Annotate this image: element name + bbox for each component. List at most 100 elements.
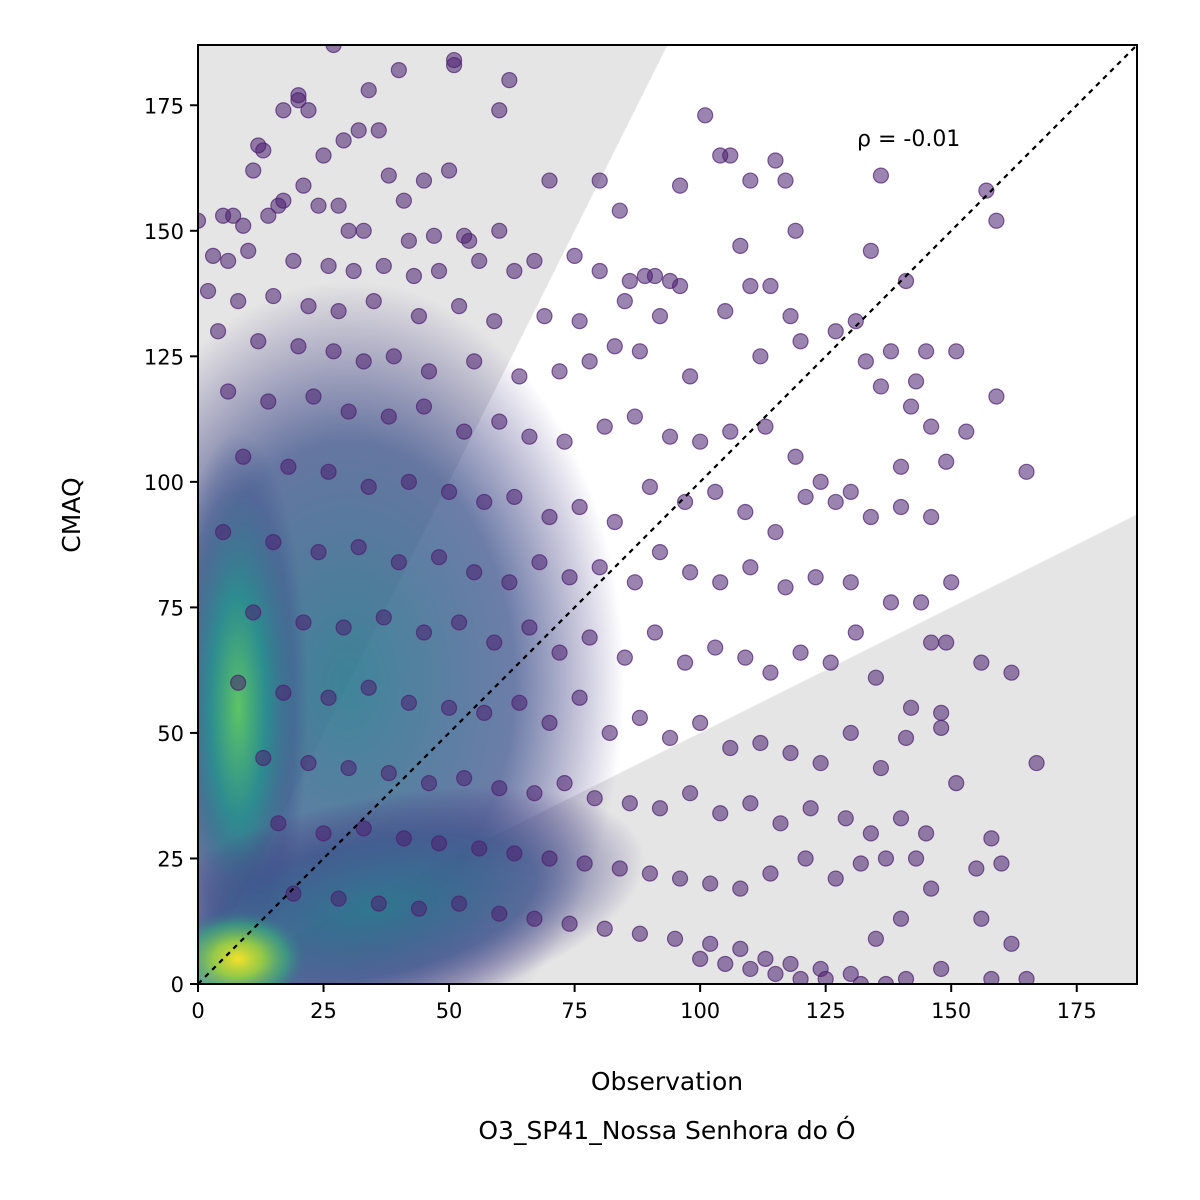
scatter-point bbox=[852, 975, 869, 984]
scatter-point bbox=[762, 664, 779, 681]
scatter-point bbox=[978, 182, 995, 199]
scatter-point bbox=[360, 478, 377, 495]
scatter-point bbox=[827, 493, 844, 511]
scatter-point bbox=[586, 790, 603, 807]
scatter-point bbox=[501, 72, 518, 89]
scatter-point bbox=[712, 805, 729, 822]
scatter-point bbox=[692, 950, 709, 967]
scatter-point bbox=[310, 197, 327, 214]
scatter-point bbox=[938, 453, 955, 470]
scatter-point bbox=[958, 423, 975, 440]
scatter-point bbox=[651, 800, 669, 817]
scatter-point bbox=[702, 875, 719, 892]
scatter-point bbox=[742, 277, 759, 295]
scatter-point bbox=[325, 45, 342, 54]
scatter-point bbox=[812, 473, 829, 490]
scatter-point bbox=[355, 353, 372, 370]
scatter-point bbox=[330, 197, 347, 214]
scatter-point bbox=[862, 825, 879, 842]
scatter-point bbox=[285, 252, 302, 270]
scatter-point bbox=[290, 92, 307, 109]
scatter-point bbox=[882, 343, 900, 360]
scatter-point bbox=[1003, 664, 1020, 681]
scatter-point bbox=[491, 780, 508, 797]
scatter-point bbox=[330, 890, 347, 907]
scatter-point bbox=[300, 298, 317, 315]
scatter-point bbox=[596, 418, 613, 435]
scatter-point bbox=[591, 262, 608, 280]
scatter-point bbox=[697, 107, 714, 124]
x-axis-ticks: 0 25 50 75 100 125 150 175 bbox=[191, 984, 1097, 1023]
scatter-point bbox=[476, 493, 493, 511]
scatter-point bbox=[340, 759, 357, 777]
scatter-point bbox=[260, 207, 277, 224]
scatter-point bbox=[601, 724, 618, 742]
scatter-point bbox=[290, 338, 307, 355]
scatter-point bbox=[616, 649, 633, 666]
scatter-point bbox=[270, 815, 287, 832]
scatter-point bbox=[375, 257, 392, 275]
scatter-point bbox=[466, 353, 483, 370]
scatter-point bbox=[812, 754, 829, 772]
scatter-point bbox=[983, 830, 1000, 847]
scatter-point bbox=[857, 353, 874, 370]
scatter-point bbox=[631, 925, 648, 942]
scatter-point bbox=[681, 785, 699, 802]
scatter-point bbox=[681, 564, 699, 581]
scatter-point bbox=[531, 554, 548, 571]
y-tick-label: 125 bbox=[144, 345, 184, 369]
scatter-point bbox=[842, 574, 859, 591]
scatter-point bbox=[350, 122, 367, 139]
scatter-point bbox=[275, 684, 292, 701]
scatter-point bbox=[722, 423, 739, 440]
scatter-point bbox=[847, 313, 864, 330]
scatter-point bbox=[506, 845, 523, 862]
scatter-point bbox=[456, 770, 473, 787]
scatter-point bbox=[541, 508, 558, 526]
scatter-point bbox=[551, 363, 568, 380]
scatter-point bbox=[310, 544, 327, 561]
x-tick-label: 150 bbox=[931, 999, 971, 1023]
scatter-point bbox=[651, 544, 669, 561]
scatter-point bbox=[737, 649, 754, 666]
scatter-point bbox=[631, 343, 648, 360]
x-tick-label: 50 bbox=[436, 999, 463, 1023]
scatter-point bbox=[757, 950, 774, 967]
scatter-point bbox=[315, 147, 332, 164]
scatter-point bbox=[461, 232, 478, 249]
density-core bbox=[198, 908, 309, 984]
scatter-point bbox=[626, 408, 643, 425]
scatter-point bbox=[767, 965, 784, 983]
scatter-point bbox=[842, 724, 859, 742]
scatter-point bbox=[400, 694, 417, 711]
scatter-point bbox=[385, 348, 402, 365]
scatter-point bbox=[556, 775, 573, 792]
plot-frame bbox=[197, 44, 1138, 985]
scatter-point bbox=[245, 604, 262, 621]
scatter-point bbox=[315, 825, 332, 842]
scatter-point bbox=[892, 458, 910, 475]
scatter-point bbox=[380, 765, 397, 782]
scatter-point bbox=[777, 172, 794, 189]
scatter-point bbox=[1028, 754, 1045, 772]
one-to-one-line bbox=[197, 44, 1138, 985]
scatter-point bbox=[983, 970, 1000, 984]
scatter-point bbox=[526, 910, 543, 927]
scatter-point bbox=[616, 292, 633, 310]
scatter-point bbox=[591, 559, 608, 576]
y-axis-label: CMAQ bbox=[57, 477, 86, 552]
scatter-point bbox=[817, 970, 834, 984]
scatter-point bbox=[918, 343, 935, 360]
scatter-point bbox=[209, 323, 227, 340]
scatter-point bbox=[240, 242, 257, 259]
scatter-point bbox=[230, 292, 247, 310]
scatter-point bbox=[787, 448, 804, 465]
scatter-point bbox=[526, 785, 543, 802]
scatter-point bbox=[732, 237, 749, 254]
scatter-point bbox=[390, 554, 407, 571]
scatter-point bbox=[199, 282, 217, 300]
y-tick-label: 25 bbox=[157, 847, 184, 871]
scatter-point bbox=[215, 523, 232, 541]
scatter-point bbox=[993, 855, 1010, 872]
scatter-point bbox=[566, 247, 583, 264]
